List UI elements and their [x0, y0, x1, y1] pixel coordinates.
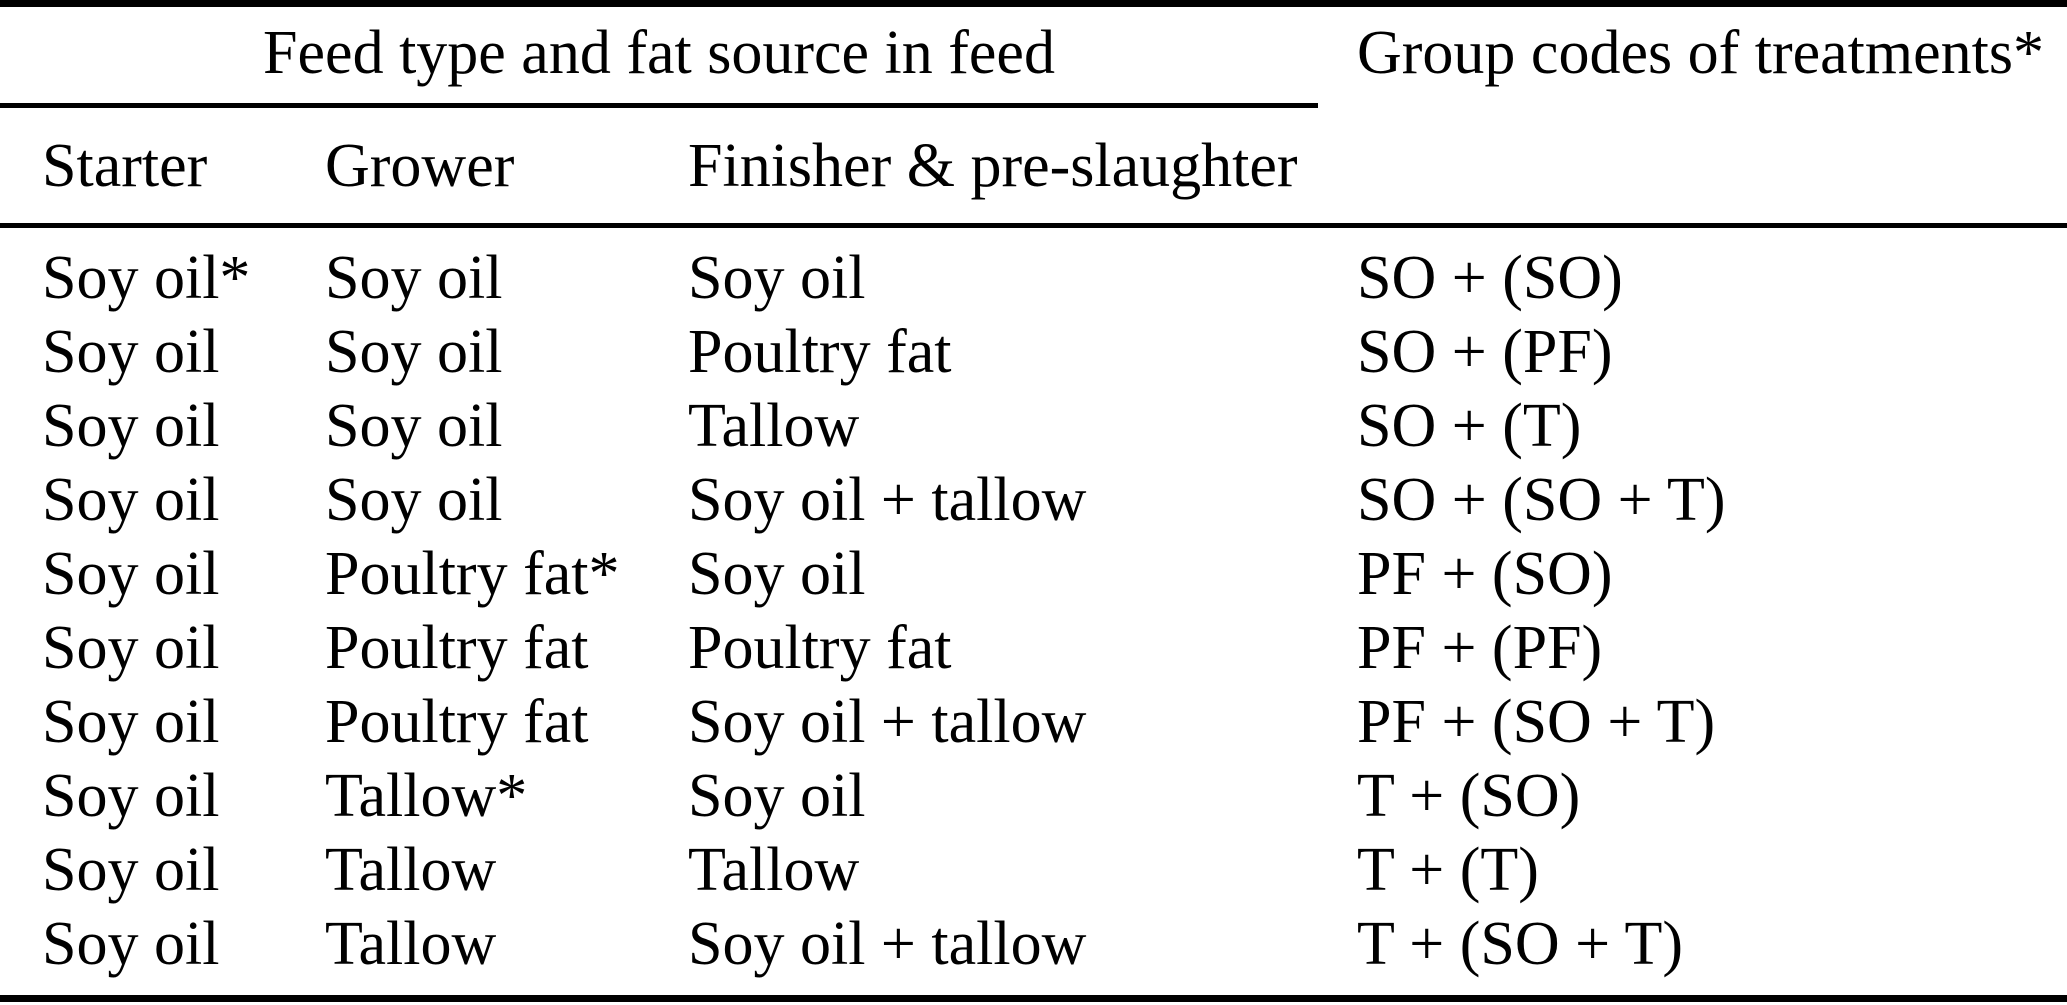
grower-cell: Tallow [325, 836, 497, 904]
span-header-title: Feed type and fat source in feed [263, 19, 1055, 87]
grower-cell: Poultry fat* [325, 540, 620, 608]
starter-cell: Soy oil [42, 910, 220, 978]
starter-cell: Soy oil [42, 614, 220, 682]
starter-cell: Soy oil [42, 318, 220, 386]
finisher-cell: Soy oil + tallow [688, 910, 1087, 978]
top-rule [0, 0, 2067, 7]
finisher-cell: Tallow [688, 392, 860, 460]
group-code-cell: T + (SO + T) [1357, 910, 1683, 978]
table-row: Soy oil* Soy oil Soy oil SO + (SO) [0, 241, 2067, 315]
starter-cell: Soy oil [42, 762, 220, 830]
finisher-cell: Poultry fat [688, 318, 952, 386]
grower-cell: Poultry fat [325, 688, 589, 756]
group-code-cell: PF + (SO + T) [1357, 688, 1716, 756]
grower-cell: Soy oil [325, 244, 503, 312]
table-row: Soy oil Soy oil Tallow SO + (T) [0, 389, 2067, 463]
grower-cell: Soy oil [325, 392, 503, 460]
starter-cell: Soy oil* [42, 244, 251, 312]
group-code-cell: PF + (PF) [1357, 614, 1603, 682]
group-code-cell: T + (T) [1357, 836, 1539, 904]
finisher-cell: Soy oil [688, 244, 866, 312]
span-underline-rule [0, 103, 1318, 108]
finisher-cell: Soy oil [688, 762, 866, 830]
grower-cell: Tallow* [325, 762, 528, 830]
table-row: Soy oil Poultry fat Poultry fat PF + (PF… [0, 611, 2067, 685]
bottom-rule [0, 995, 2067, 1002]
starter-cell: Soy oil [42, 466, 220, 534]
group-code-cell: SO + (SO) [1357, 244, 1623, 312]
finisher-cell: Soy oil [688, 540, 866, 608]
table-row: Soy oil Tallow Soy oil + tallow T + (SO … [0, 907, 2067, 981]
column-header-finisher: Finisher & pre-slaughter [688, 132, 1298, 200]
table-row: Soy oil Soy oil Poultry fat SO + (PF) [0, 315, 2067, 389]
grower-cell: Tallow [325, 910, 497, 978]
table-row: Soy oil Tallow Tallow T + (T) [0, 833, 2067, 907]
group-code-cell: SO + (T) [1357, 392, 1582, 460]
starter-cell: Soy oil [42, 688, 220, 756]
table-row: Soy oil Tallow* Soy oil T + (SO) [0, 759, 2067, 833]
starter-cell: Soy oil [42, 836, 220, 904]
finisher-cell: Poultry fat [688, 614, 952, 682]
table-row: Soy oil Soy oil Soy oil + tallow SO + (S… [0, 463, 2067, 537]
group-code-cell: PF + (SO) [1357, 540, 1613, 608]
group-code-cell: SO + (SO + T) [1357, 466, 1726, 534]
group-code-cell: T + (SO) [1357, 762, 1581, 830]
grower-cell: Poultry fat [325, 614, 589, 682]
starter-cell: Soy oil [42, 540, 220, 608]
grower-cell: Soy oil [325, 466, 503, 534]
group-code-cell: SO + (PF) [1357, 318, 1613, 386]
column-header-starter: Starter [42, 132, 208, 200]
grower-cell: Soy oil [325, 318, 503, 386]
header-body-divider-rule [0, 223, 2067, 228]
starter-cell: Soy oil [42, 392, 220, 460]
group-codes-header: Group codes of treatments* [1357, 19, 2044, 87]
table-row: Soy oil Poultry fat* Soy oil PF + (SO) [0, 537, 2067, 611]
column-header-grower: Grower [325, 132, 515, 200]
finisher-cell: Soy oil + tallow [688, 466, 1087, 534]
table-row: Soy oil Poultry fat Soy oil + tallow PF … [0, 685, 2067, 759]
finisher-cell: Tallow [688, 836, 860, 904]
finisher-cell: Soy oil + tallow [688, 688, 1087, 756]
table-body: Soy oil* Soy oil Soy oil SO + (SO) Soy o… [0, 241, 2067, 981]
